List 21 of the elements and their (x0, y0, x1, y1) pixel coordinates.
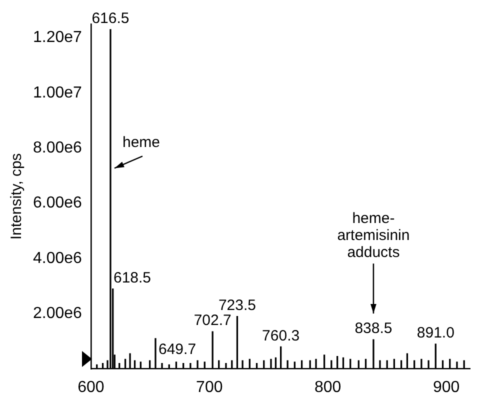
x-tick-label: 700 (196, 378, 223, 396)
y-tick-label: 1.20e7 (33, 29, 82, 46)
annotation: 616.5 (92, 10, 130, 28)
annotation: 891.0 (416, 324, 454, 342)
annotation: 649.7 (158, 341, 196, 358)
y-axis-title: Intensity, cps (8, 153, 26, 240)
annotation: 618.5 (113, 269, 152, 286)
x-tick-label: 900 (432, 378, 460, 396)
annotation: 702.7 (194, 312, 232, 330)
x-tick-label: 800 (314, 378, 342, 396)
y-tick-label: 6.00e6 (33, 194, 82, 212)
y-tick-label: 4.00e6 (33, 250, 82, 267)
annotation: heme (122, 134, 160, 151)
y-tick-label: 1.00e7 (33, 84, 82, 102)
annotation: heme- artemisinin adducts (337, 210, 410, 262)
y-tick-label: 2.00e6 (33, 305, 82, 322)
annotation: 723.5 (218, 297, 256, 314)
annotation: 760.3 (262, 327, 300, 344)
y-tick-label: 8.00e6 (33, 140, 82, 157)
annotation: 838.5 (354, 320, 392, 338)
x-tick-label: 600 (78, 378, 104, 396)
